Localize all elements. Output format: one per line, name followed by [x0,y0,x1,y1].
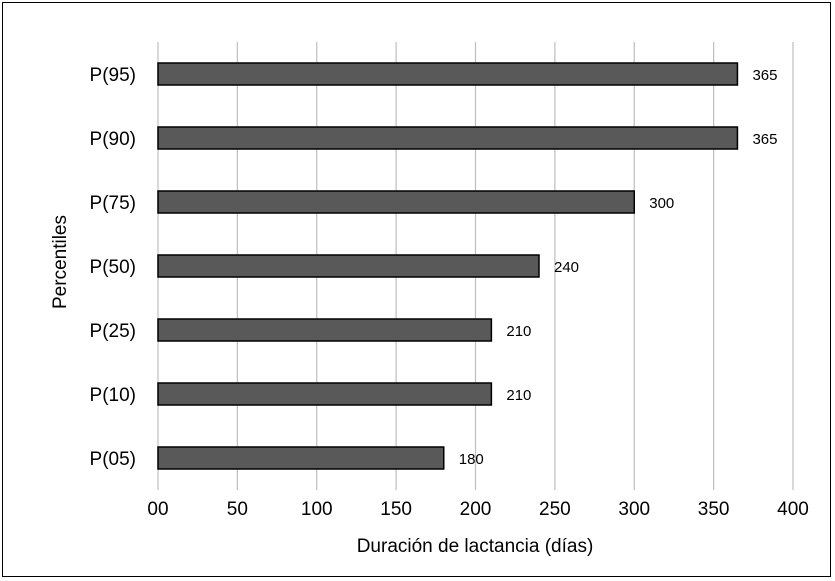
data-label: 210 [506,387,531,404]
bars [157,62,739,470]
bar [157,190,635,214]
bar [157,318,493,342]
bar [157,126,739,150]
x-tick-label: 100 [301,499,333,520]
x-tick-label: 50 [227,499,248,520]
x-tick-label: 250 [539,499,571,520]
bar [157,62,739,86]
x-tick-label: 200 [460,499,492,520]
data-label: 210 [506,323,531,340]
x-axis-title: Duración de lactancia (días) [357,536,594,557]
x-tick-label: 150 [380,499,412,520]
bar [157,254,540,278]
bar [157,382,493,406]
data-label: 240 [554,259,579,276]
y-axis-title: Percentiles [50,215,71,309]
x-tick-label: 350 [698,499,730,520]
category-label: P(50) [90,257,136,278]
x-tick-label: 400 [777,499,809,520]
category-label: P(25) [90,321,136,342]
data-label: 300 [649,195,674,212]
gridlines [157,42,794,490]
category-label: P(05) [90,449,136,470]
data-label: 180 [459,451,484,468]
category-label: P(90) [90,129,136,150]
category-label: P(95) [90,65,136,86]
labels: 00 50 100 150 200 250 300 350 400 P(95) 365 P(90) 36… [90,65,809,520]
category-label: P(10) [90,385,136,406]
x-tick-label: 300 [618,499,650,520]
data-label: 365 [752,67,777,84]
data-label: 365 [752,131,777,148]
x-tick-label: 00 [147,499,168,520]
bar [157,446,445,470]
category-label: P(75) [90,193,136,214]
